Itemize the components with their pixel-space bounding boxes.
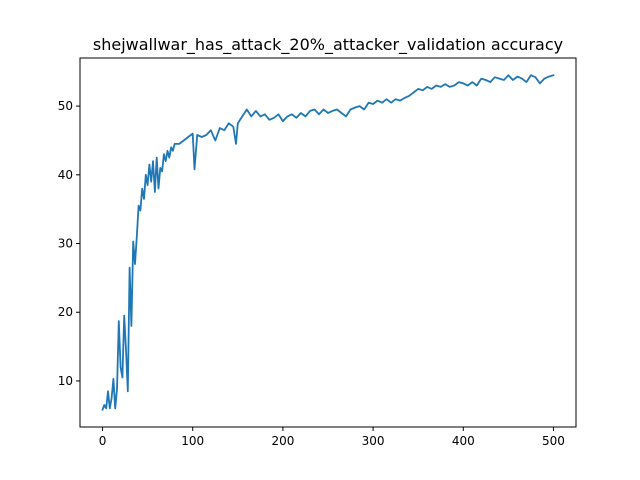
chart-title: shejwallwar_has_attack_20%_attacker_vali… [93, 35, 563, 55]
x-tick-label: 300 [362, 434, 385, 448]
plot-frame [79, 57, 577, 428]
x-tick-label: 400 [452, 434, 475, 448]
x-tick-label: 500 [542, 434, 565, 448]
x-tick-label: 200 [271, 434, 294, 448]
y-tick-label: 20 [58, 305, 73, 319]
y-tick-label: 30 [58, 237, 73, 251]
x-tick-label: 0 [99, 434, 107, 448]
y-tick-label: 40 [58, 168, 73, 182]
y-axis: 10 20 30 40 50 [58, 99, 80, 388]
series-line-validation-accuracy [101, 74, 555, 411]
y-tick-label: 50 [58, 99, 73, 113]
y-tick-label: 10 [58, 374, 73, 388]
x-axis: 0 100 200 300 400 500 [99, 427, 565, 448]
x-tick-label: 100 [181, 434, 204, 448]
